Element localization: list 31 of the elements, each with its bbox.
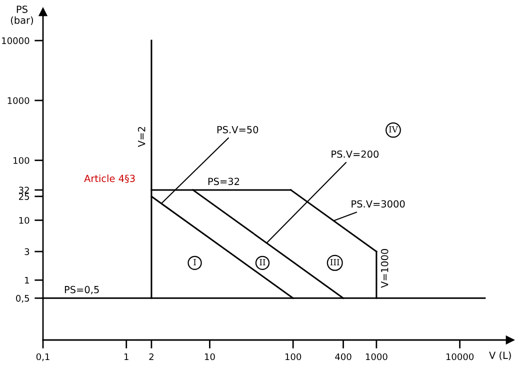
y-tick-label: 1000 bbox=[8, 97, 30, 104]
y-axis-title: PS (bar) bbox=[10, 6, 34, 25]
y-tick-label: 32 bbox=[19, 186, 29, 194]
annotation: Article 4§3 bbox=[84, 174, 135, 183]
y-tick-label: 0,5 bbox=[16, 294, 30, 303]
text: PS.V=200 bbox=[332, 150, 379, 158]
x-tick-label: 2 bbox=[149, 353, 154, 360]
y-tick-label: 10000 bbox=[2, 37, 30, 44]
y-tick-label: 25 bbox=[18, 193, 30, 200]
text: V=2 bbox=[138, 127, 146, 147]
annotation: II bbox=[260, 259, 266, 266]
text: PS.V=3000 bbox=[352, 200, 405, 208]
annotation: IV bbox=[389, 126, 398, 132]
x-tick-label: 0,1 bbox=[36, 353, 50, 362]
y-tick-label: 1 bbox=[25, 276, 29, 284]
x-tick-label: 1 bbox=[124, 353, 128, 360]
text: PS.V=50 bbox=[217, 126, 258, 134]
x-tick-label: 400 bbox=[335, 353, 352, 360]
x-tick-label: 1000 bbox=[366, 353, 388, 360]
series-label: PS=0,5 bbox=[64, 286, 99, 294]
y-tick-label: 10 bbox=[19, 216, 30, 224]
annotation: I bbox=[194, 259, 196, 266]
annotation: III bbox=[330, 259, 340, 266]
y-tick-label: 3 bbox=[24, 248, 30, 256]
text: V=1000 bbox=[380, 249, 388, 288]
series-label: PS=32 bbox=[208, 178, 240, 186]
x-tick-label: 10000 bbox=[446, 353, 474, 360]
y-tick-label: 100 bbox=[14, 157, 30, 164]
x-tick-label: 10 bbox=[204, 353, 215, 360]
x-axis-title: V (L) bbox=[489, 351, 511, 360]
x-tick-label: 100 bbox=[285, 353, 302, 360]
